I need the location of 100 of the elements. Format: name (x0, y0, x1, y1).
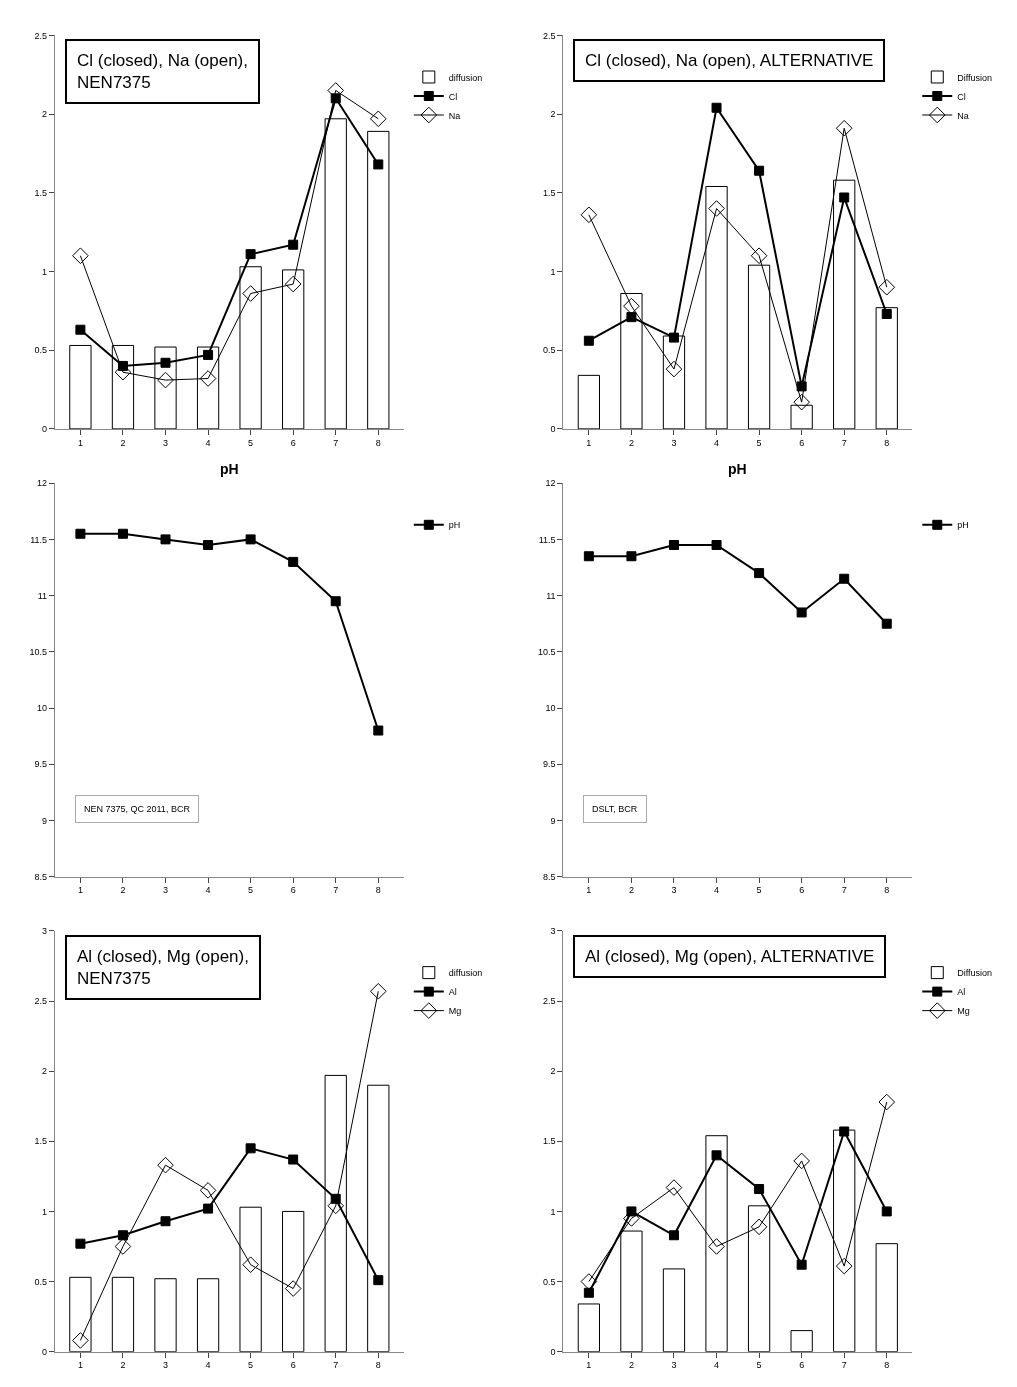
y-tick-label: 1 (42, 266, 48, 277)
y-tick-label: 12 (545, 478, 556, 489)
point (369, 110, 387, 128)
point (881, 618, 892, 629)
legend-label: Cl (957, 91, 966, 102)
point (157, 1156, 174, 1174)
chart-title: pH (728, 461, 747, 477)
point (711, 540, 722, 551)
point (754, 1183, 765, 1194)
x-tick-label: 5 (248, 1360, 254, 1371)
y-tick-label: 11.5 (30, 534, 48, 545)
point (203, 349, 214, 360)
point (203, 540, 214, 551)
x-tick-label: 7 (333, 1360, 339, 1371)
annotation: Cl (closed), Na (open), NEN7375 (77, 51, 249, 93)
annotation: Cl (closed), Na (open), ALTERNATIVE (585, 51, 874, 70)
x-tick-label: 6 (799, 1360, 805, 1371)
y-tick-label: 9.5 (34, 759, 48, 770)
y-tick-label: 3 (42, 926, 48, 937)
y-tick-label: 1.5 (34, 187, 48, 198)
x-tick-label: 7 (841, 885, 847, 896)
y-tick-label: 9 (42, 815, 48, 826)
y-tick-label: 10 (37, 703, 48, 714)
point (373, 1275, 384, 1286)
legend-label: Al (957, 987, 966, 998)
x-tick-label: 2 (120, 437, 126, 448)
bar (154, 1278, 177, 1352)
legend-label: diffusion (448, 72, 483, 83)
x-tick-label: 6 (290, 437, 296, 448)
y-tick-label: 0.5 (34, 345, 48, 356)
x-tick-label: 1 (77, 1360, 83, 1371)
point (750, 1218, 768, 1236)
y-tick-label: 9 (550, 815, 556, 826)
y-tick-label: 11 (37, 590, 48, 601)
y-tick-label: 1 (550, 266, 556, 277)
y-tick-label: 2 (550, 109, 556, 120)
legend-label: Diffusion (957, 72, 993, 83)
y-tick-label: 0.5 (543, 345, 556, 356)
point (75, 528, 86, 539)
x-tick-label: 6 (290, 885, 296, 896)
point (878, 278, 896, 296)
annotation: NEN 7375, QC 2011, BCR (84, 804, 191, 814)
x-tick-label: 7 (333, 885, 339, 896)
x-tick-label: 1 (77, 437, 83, 448)
point (839, 573, 850, 584)
x-tick-label: 2 (628, 885, 634, 896)
annotation: DSLT, BCR (592, 804, 638, 814)
y-tick-label: 1 (42, 1206, 48, 1217)
point (793, 393, 810, 411)
chart-title: pH (220, 461, 239, 477)
x-tick-label: 4 (714, 437, 720, 448)
point (623, 297, 640, 315)
y-tick-label: 2 (550, 1066, 556, 1077)
x-tick-label: 3 (671, 885, 677, 896)
point (288, 1154, 299, 1165)
point (668, 540, 679, 551)
legend-label: Na (448, 110, 461, 121)
legend-label: diffusion (448, 968, 483, 979)
x-tick-label: 3 (163, 885, 169, 896)
point (708, 200, 725, 217)
point (72, 1332, 89, 1349)
y-tick-label: 0 (550, 424, 556, 435)
point (117, 1230, 128, 1241)
point (242, 285, 259, 302)
y-tick-label: 8.5 (543, 871, 556, 882)
bar (196, 1278, 220, 1352)
point (199, 370, 217, 387)
point (626, 312, 637, 323)
point (160, 1216, 171, 1227)
point (626, 551, 637, 562)
point (75, 1238, 86, 1249)
y-tick-label: 1.5 (543, 187, 556, 198)
x-tick-label: 8 (884, 437, 890, 448)
legend-label: pH (448, 520, 461, 531)
point (288, 556, 299, 567)
bar (577, 1303, 601, 1352)
y-tick-label: 0.5 (34, 1276, 48, 1287)
x-tick-label: 5 (248, 437, 254, 448)
point (330, 596, 341, 607)
legend-label: Na (957, 110, 969, 121)
point (583, 1287, 594, 1298)
point (878, 1093, 896, 1111)
y-tick-label: 11.5 (538, 534, 556, 545)
point (369, 982, 387, 1000)
y-tick-label: 11 (546, 590, 556, 601)
y-tick-label: 9.5 (543, 759, 556, 770)
point (711, 1150, 722, 1161)
point (839, 192, 850, 203)
point (583, 551, 594, 562)
y-tick-label: 1 (550, 1206, 556, 1217)
annotation: Al (closed), Mg (open), NEN7375 (77, 947, 249, 989)
point (157, 371, 174, 389)
point (160, 357, 171, 368)
legend-label: pH (957, 520, 969, 531)
point (839, 1126, 850, 1137)
x-tick-label: 6 (799, 437, 805, 448)
x-tick-label: 1 (586, 437, 592, 448)
y-tick-label: 10.5 (538, 646, 556, 657)
y-tick-label: 2 (42, 1066, 48, 1077)
x-tick-label: 8 (884, 1360, 890, 1371)
